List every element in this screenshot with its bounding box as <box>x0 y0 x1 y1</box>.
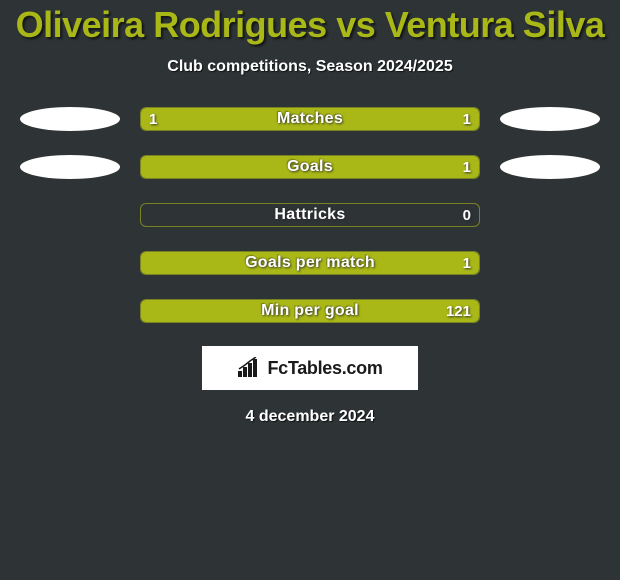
left-oval <box>20 155 120 179</box>
comparison-subtitle: Club competitions, Season 2024/2025 <box>0 58 620 76</box>
stat-bar: 0Hattricks <box>140 203 480 227</box>
left-oval <box>20 107 120 131</box>
bar-chart-icon <box>237 357 263 379</box>
right-oval <box>500 155 600 179</box>
stat-row: 0Hattricks <box>0 202 620 228</box>
stat-row: 1Goals per match <box>0 250 620 276</box>
stat-row: 121Min per goal <box>0 298 620 324</box>
snapshot-date: 4 december 2024 <box>0 408 620 426</box>
stat-label: Hattricks <box>141 204 479 226</box>
stat-label: Goals per match <box>141 252 479 274</box>
stat-bar: 11Matches <box>140 107 480 131</box>
right-oval <box>500 107 600 131</box>
fctables-logo[interactable]: FcTables.com <box>202 346 418 390</box>
stat-bar: 1Goals <box>140 155 480 179</box>
stat-label: Min per goal <box>141 300 479 322</box>
stat-label: Goals <box>141 156 479 178</box>
stat-bar: 1Goals per match <box>140 251 480 275</box>
stats-rows: 11Matches 1Goals 0Hattricks 1Goals per matc… <box>0 106 620 324</box>
stat-row: 1Goals <box>0 154 620 180</box>
comparison-title: Oliveira Rodrigues vs Ventura Silva <box>0 4 620 46</box>
stat-row: 11Matches <box>0 106 620 132</box>
stat-label: Matches <box>141 108 479 130</box>
logo-text: FcTables.com <box>267 358 382 379</box>
stat-bar: 121Min per goal <box>140 299 480 323</box>
